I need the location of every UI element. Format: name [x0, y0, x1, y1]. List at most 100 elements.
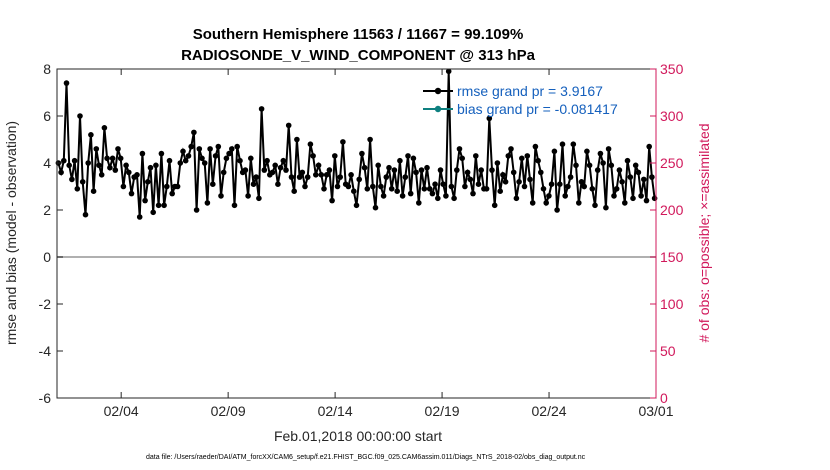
rmse-point [359, 150, 365, 157]
rmse-point [269, 169, 276, 176]
rmse-point [405, 153, 411, 159]
rmse-point [486, 115, 493, 122]
rmse-point [649, 174, 655, 180]
rmse-point [559, 141, 566, 147]
rmse-point [351, 188, 357, 194]
rmse-point [66, 162, 72, 169]
rmse-point [394, 188, 401, 194]
rmse-point [315, 162, 322, 169]
rmse-point [473, 153, 479, 159]
y-right-tick-label: 250 [660, 155, 684, 171]
rmse-point [155, 202, 162, 209]
x-tick-label: 02/09 [211, 403, 246, 419]
rmse-point [101, 125, 108, 131]
x-tick-label: 02/04 [104, 403, 139, 419]
x-tick-label: 02/14 [318, 403, 353, 419]
rmse-point [196, 146, 203, 152]
rmse-point [69, 176, 75, 183]
x-axis-label: Feb.01,2018 00:00:00 start [274, 428, 442, 444]
rmse-point [82, 211, 89, 218]
rmse-point [603, 204, 609, 211]
rmse-point [345, 183, 352, 190]
rmse-point [546, 193, 552, 199]
rmse-point [283, 167, 289, 173]
rmse-point [272, 162, 279, 169]
rmse-point [527, 176, 533, 183]
rmse-point [535, 157, 541, 164]
rmse-point [418, 167, 425, 173]
legend-bias-label: bias grand pr = -0.081417 [457, 101, 618, 117]
legend-rmse-marker [434, 87, 442, 95]
rmse-point [557, 181, 563, 187]
rmse-point [641, 176, 647, 183]
rmse-point [313, 172, 319, 178]
rmse-point [258, 106, 265, 112]
rmse-point [619, 179, 625, 185]
rmse-point [302, 183, 308, 190]
rmse-point [364, 186, 371, 192]
rmse-point [372, 204, 379, 211]
rmse-point [594, 167, 601, 173]
rmse-point [323, 172, 330, 178]
rmse-point [565, 183, 571, 190]
rmse-point [608, 162, 615, 169]
rmse-point [164, 183, 170, 190]
rmse-point [63, 80, 70, 86]
rmse-point [643, 197, 650, 204]
legend: rmse grand pr = 3.9167 bias grand pr = -… [423, 83, 618, 117]
rmse-point [370, 183, 376, 190]
x-tick-label: 03/01 [638, 403, 673, 419]
rmse-point [85, 160, 91, 166]
rmse-point [407, 190, 414, 197]
rmse-point [193, 207, 200, 213]
rmse-point [551, 148, 558, 155]
rmse-point [188, 143, 194, 150]
rmse-point [307, 141, 314, 147]
rmse-point [613, 186, 620, 192]
rmse-point [597, 150, 604, 157]
rmse-point [237, 157, 243, 164]
rmse-point [153, 162, 159, 169]
rmse-point [494, 160, 501, 166]
rmse-point [462, 183, 468, 190]
y-left-tick-label: -6 [39, 390, 52, 406]
rmse-point [391, 167, 398, 173]
rmse-point [234, 143, 240, 150]
rmse-point [261, 167, 268, 173]
rmse-point [435, 195, 441, 202]
y-left-tick-label: 6 [43, 108, 51, 124]
rmse-point [356, 176, 363, 183]
rmse-point [508, 146, 514, 152]
rmse-point [432, 181, 438, 187]
rmse-point [651, 195, 658, 202]
rmse-point [96, 162, 102, 169]
rmse-point [199, 155, 205, 162]
rmse-point [296, 174, 303, 180]
rmse-point [475, 181, 482, 187]
legend-rmse-label: rmse grand pr = 3.9167 [457, 83, 603, 99]
rmse-point [402, 174, 409, 180]
rmse-point [212, 153, 219, 159]
rmse-point [529, 200, 536, 206]
y-left-tick-label: -4 [39, 343, 52, 359]
y-left-tick-label: 2 [43, 202, 51, 218]
rmse-point [519, 155, 525, 162]
rmse-point [443, 193, 449, 199]
rmse-point [410, 155, 417, 162]
rmse-point [218, 193, 224, 199]
rmse-point [605, 146, 612, 152]
rmse-point [483, 186, 490, 192]
rmse-point [77, 113, 83, 119]
rmse-point [231, 202, 238, 209]
rmse-point [622, 200, 628, 206]
rmse-point [220, 169, 227, 176]
rmse-point [158, 150, 165, 157]
rmse-point [386, 164, 392, 171]
y-right-tick-label: 200 [660, 202, 684, 218]
y-right-tick-label: 150 [660, 249, 684, 265]
rmse-point [611, 193, 617, 199]
plot-area [57, 69, 656, 398]
rmse-point [502, 179, 509, 185]
rmse-point [388, 186, 395, 192]
